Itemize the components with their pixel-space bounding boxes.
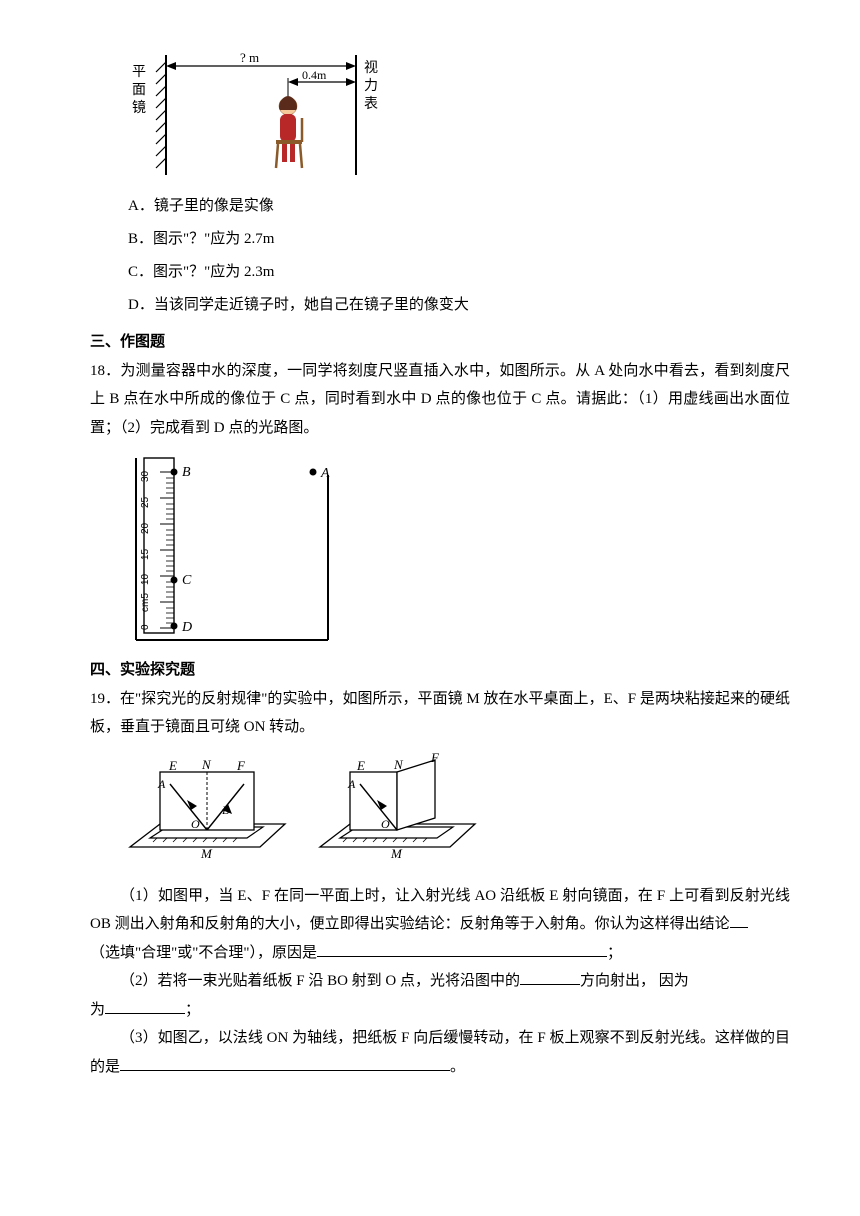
q19-part1: （1）如图甲，当 E、F 在同一平面上时，让入射光线 AO 沿纸板 E 射向镜面… <box>90 882 790 939</box>
point-b-label: B <box>182 465 191 480</box>
question-19-intro: 19．在"探究光的反射规律"的实验中，如图所示，平面镜 M 放在水平桌面上，E、… <box>90 685 790 742</box>
tick-5: cm5 <box>140 593 151 612</box>
tick-20: 20 <box>140 522 151 534</box>
q18-text: 为测量容器中水的深度，一同学将刻度尺竖直插入水中，如图所示。从 A 处向水中看去… <box>90 363 790 436</box>
mirror-label-3: 镜 <box>132 100 146 116</box>
chart-label-2: 力 <box>364 78 378 94</box>
blank-4[interactable] <box>105 997 185 1014</box>
q19-part3: （3）如图乙，以法线 ON 为轴线，把纸板 F 向后缓慢转动，在 F 板上观察不… <box>90 1024 790 1081</box>
point-c-label: C <box>182 573 192 588</box>
option-c: C．图示"？"应为 2.3m <box>128 256 790 289</box>
chart-label-1: 视 <box>364 60 378 76</box>
fig1-n: N <box>201 757 212 772</box>
question-18: 18．为测量容器中水的深度，一同学将刻度尺竖直插入水中，如图所示。从 A 处向水… <box>90 357 790 443</box>
q19-p1-end: ； <box>607 945 622 961</box>
fig1-a: A <box>157 777 166 791</box>
fig2-m: M <box>390 846 403 861</box>
q19-part1b: （选填"合理"或"不合理"），原因是 ； <box>90 939 790 968</box>
tick-15: 15 <box>140 548 151 560</box>
ruler-water-figure: 0 cm5 10 15 20 25 30 B C D <box>118 450 348 650</box>
option-a: A．镜子里的像是实像 <box>128 190 790 223</box>
fig2-a: A <box>347 777 356 791</box>
q19-part2b: 为； <box>90 996 790 1025</box>
blank-5[interactable] <box>120 1054 450 1071</box>
option-b: B．图示"？"应为 2.7m <box>128 223 790 256</box>
total-distance-label: ? m <box>240 50 259 65</box>
fig1-f: F <box>236 758 246 773</box>
near-distance-label: 0.4m <box>302 68 327 82</box>
mirror-eye-chart-figure: 平 面 镜 视 力 表 ? m 0.4m <box>120 50 380 180</box>
point-d-label: D <box>181 620 192 635</box>
tick-25: 25 <box>140 496 151 508</box>
fig1-e: E <box>168 758 177 773</box>
tick-10: 10 <box>140 573 151 585</box>
q19-p1-a: （1）如图甲，当 E、F 在同一平面上时，让入射光线 AO 沿纸板 E 射向镜面… <box>90 888 790 933</box>
fig1-m: M <box>200 846 213 861</box>
blank-3[interactable] <box>520 969 580 986</box>
q19-p2-end: ； <box>185 1002 200 1018</box>
option-d: D．当该同学走近镜子时，她自己在镜子里的像变大 <box>128 289 790 322</box>
mirror-label-2: 面 <box>132 83 146 98</box>
q19-part2: （2）若将一束光贴着纸板 F 沿 BO 射到 O 点，光将沿图中的 方向射出， 因… <box>90 967 790 996</box>
q18-number: 18． <box>90 363 120 379</box>
point-a-label: A <box>320 466 330 481</box>
q19-p1-b: （选填"合理"或"不合理"），原因是 <box>90 945 317 961</box>
blank-2[interactable] <box>317 940 607 957</box>
fig2-o: O <box>381 817 390 831</box>
options-list: A．镜子里的像是实像 B．图示"？"应为 2.7m C．图示"？"应为 2.3m… <box>128 190 790 322</box>
section-3-heading: 三、作图题 <box>90 328 790 357</box>
q19-p2-a: （2）若将一束光贴着纸板 F 沿 BO 射到 O 点，光将沿图中的 <box>120 973 520 989</box>
mirror-label-1: 平 <box>132 65 146 80</box>
fig2-e: E <box>356 758 365 773</box>
tick-0: 0 <box>140 624 151 630</box>
chart-label-3: 表 <box>364 96 378 112</box>
q19-p2-c: 为 <box>90 1002 105 1018</box>
seated-person-icon <box>276 96 302 168</box>
blank-1[interactable] <box>730 912 748 929</box>
fig1-b: B <box>222 803 230 817</box>
reflection-setup-figure: E N F A B O M E N F <box>125 752 485 872</box>
fig2-n: N <box>393 757 404 772</box>
q19-p2-b: 方向射出， 因为 <box>580 973 689 989</box>
fig1-o: O <box>191 817 200 831</box>
q19-intro-text: 在"探究光的反射规律"的实验中，如图所示，平面镜 M 放在水平桌面上，E、F 是… <box>90 691 790 736</box>
fig2-f: F <box>430 752 440 765</box>
section-4-heading: 四、实验探究题 <box>90 656 790 685</box>
q19-number: 19． <box>90 691 120 707</box>
q19-p3-end: 。 <box>450 1059 465 1075</box>
tick-30: 30 <box>140 470 151 482</box>
